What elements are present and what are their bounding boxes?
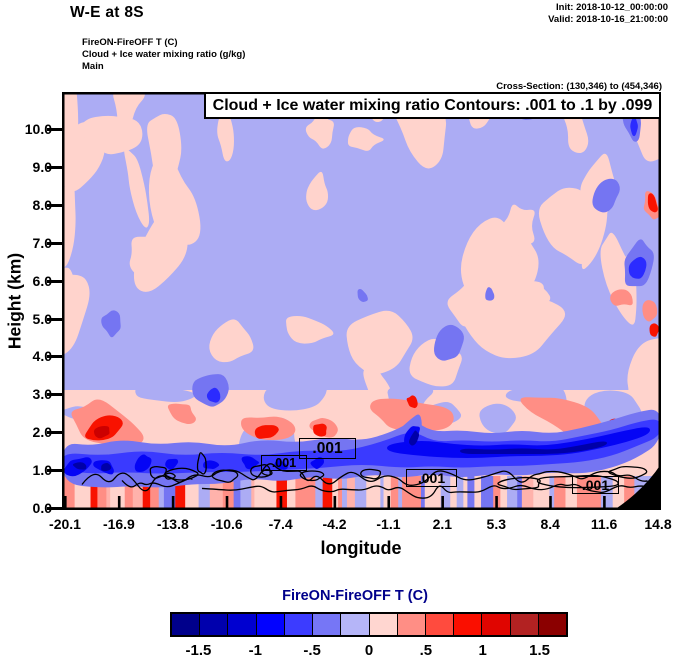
shaded-field-label: FireON-FireOFF T (C) bbox=[82, 37, 178, 48]
y-tick-label: 4.0 bbox=[32, 348, 52, 365]
x-tick-label: -16.9 bbox=[102, 516, 135, 532]
x-tick-label: -10.6 bbox=[210, 516, 243, 532]
x-axis-title: longitude bbox=[320, 538, 402, 558]
colorbar-tick-label: -.5 bbox=[303, 642, 321, 659]
colorbar-cell bbox=[453, 614, 482, 635]
colorbar-tick-label: 1.5 bbox=[529, 642, 550, 659]
plot-inner-title: Cloud + Ice water mixing ratio Contours:… bbox=[204, 92, 661, 119]
y-tick-label: 5.0 bbox=[32, 310, 52, 327]
colorbar-cell bbox=[283, 614, 313, 635]
y-tick-label: 7.0 bbox=[32, 234, 52, 251]
x-tick-label: -7.4 bbox=[268, 516, 293, 532]
colorbar-cell bbox=[227, 614, 256, 635]
y-tick-label: 6.0 bbox=[32, 272, 52, 289]
y-axis-title: Height (km) bbox=[4, 252, 25, 350]
x-tick-label: 11.6 bbox=[590, 516, 618, 532]
y-tick-label: 0.0 bbox=[32, 500, 52, 516]
colorbar-tick-label: -1.5 bbox=[185, 642, 212, 659]
init-timestamp: Init: 2018-10-12_00:00:00 bbox=[556, 2, 668, 13]
y-tick-label: 1.0 bbox=[32, 462, 52, 479]
cross-section-label: Cross-Section: (130,346) to (454,346) bbox=[496, 81, 662, 92]
y-tick-mark bbox=[47, 165, 62, 169]
y-tick-mark bbox=[47, 507, 62, 510]
x-tick-label: -13.8 bbox=[156, 516, 189, 532]
y-tick-mark bbox=[47, 431, 62, 435]
y-tick-label: 9.0 bbox=[32, 158, 52, 175]
contour-annotation: .001 bbox=[261, 455, 307, 471]
y-tick-mark bbox=[47, 203, 62, 207]
colorbar-tick-label: 0 bbox=[364, 642, 374, 659]
y-tick-label: 2.0 bbox=[32, 424, 52, 441]
colorbar bbox=[170, 612, 568, 637]
contour-annotation: .001 bbox=[299, 438, 356, 459]
colorbar-cell bbox=[199, 614, 228, 635]
colorbar-cell bbox=[368, 614, 397, 635]
y-tick-mark bbox=[47, 355, 62, 359]
x-tick-label: 14.8 bbox=[644, 516, 672, 532]
x-tick-label: -20.1 bbox=[49, 516, 81, 532]
x-tick-label: 8.4 bbox=[540, 516, 560, 532]
y-tick-mark bbox=[47, 241, 62, 245]
colorbar-cell bbox=[481, 614, 510, 635]
x-tick-label: 2.1 bbox=[432, 516, 453, 532]
y-tick-mark bbox=[47, 128, 62, 131]
colorbar-cell bbox=[537, 614, 567, 635]
y-tick-mark bbox=[47, 279, 62, 283]
colorbar-cell bbox=[255, 614, 284, 635]
contour-annotation: .001 bbox=[406, 469, 457, 487]
contour-annotation: .001 bbox=[572, 476, 619, 494]
colorbar-cell bbox=[424, 614, 454, 635]
y-tick-mark bbox=[47, 393, 62, 397]
colorbar-cell bbox=[340, 614, 369, 635]
y-tick-label: 3.0 bbox=[32, 386, 52, 403]
colorbar-tick-label: 1 bbox=[478, 642, 487, 659]
timestamp-block: Init: 2018-10-12_00:00:00 Valid: 2018-10… bbox=[548, 2, 668, 25]
colorbar-cell bbox=[312, 614, 341, 635]
colorbar-title: FireON-FireOFF T (C) bbox=[282, 588, 428, 604]
x-tick-label: -4.2 bbox=[322, 516, 347, 532]
contour-field-label: Cloud + Ice water mixing ratio (g/kg) bbox=[82, 49, 246, 60]
colorbar-cell bbox=[509, 614, 538, 635]
colorbar-cell bbox=[172, 614, 200, 635]
y-tick-label: 10.0 bbox=[24, 121, 52, 137]
colorbar-tick-label: -1 bbox=[248, 642, 262, 659]
x-tick-label: 5.3 bbox=[486, 516, 506, 532]
y-tick-mark bbox=[47, 317, 62, 321]
contour-field-plot bbox=[62, 92, 661, 510]
field-description-block: FireON-FireOFF T (C) Cloud + Ice water m… bbox=[82, 37, 245, 73]
colorbar-tick-label: .5 bbox=[419, 642, 433, 659]
valid-timestamp: Valid: 2018-10-16_21:00:00 bbox=[548, 13, 668, 25]
colorbar-cell bbox=[396, 614, 425, 635]
x-tick-label: -1.1 bbox=[376, 516, 401, 532]
page-title: W-E at 8S bbox=[70, 4, 144, 21]
y-tick-label: 8.0 bbox=[32, 196, 52, 213]
y-tick-mark bbox=[47, 469, 62, 473]
domain-label: Main bbox=[82, 61, 104, 72]
